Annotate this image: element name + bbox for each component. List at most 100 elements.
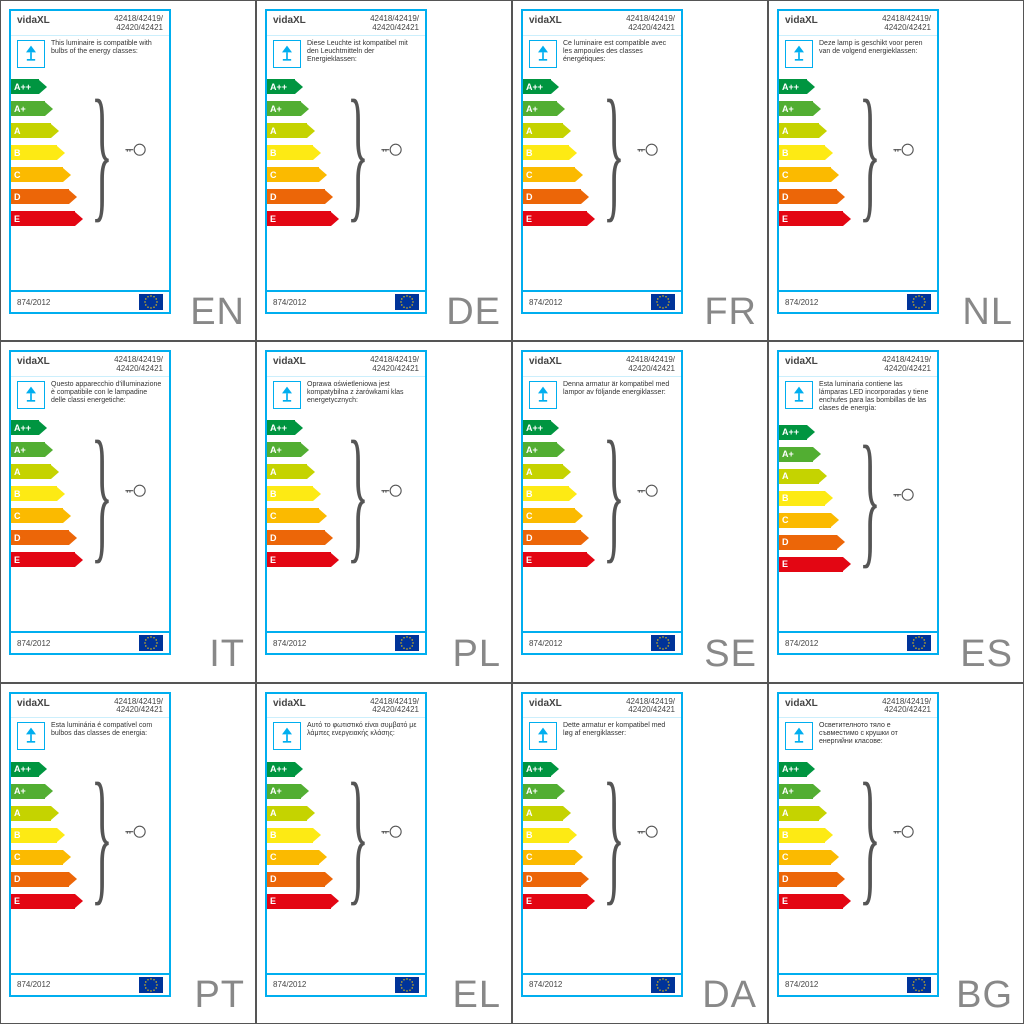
model-text: 42418/42419/42420/42421	[370, 15, 419, 33]
language-code: BG	[956, 974, 1013, 1017]
brand-text: vidaXL	[273, 356, 306, 367]
energy-label: vidaXL 42418/42419/42420/42421 Deze lamp…	[777, 9, 939, 314]
energy-scale: A++ A+ A B C	[523, 413, 681, 631]
brand-text: vidaXL	[785, 356, 818, 367]
compatibility-text: Diese Leuchte ist kompatibel mit den Leu…	[307, 40, 419, 64]
label-cell-NL: vidaXL 42418/42419/42420/42421 Deze lamp…	[768, 0, 1024, 341]
energy-arrow-E: E	[267, 211, 339, 226]
label-footer: 874/2012	[267, 290, 425, 312]
model-text: 42418/42419/42420/42421	[626, 698, 675, 716]
energy-arrow-A++: A++	[779, 79, 815, 94]
lamp-icon	[529, 381, 557, 409]
energy-arrow-D: D	[267, 189, 333, 204]
compatibility-text: Denna armatur är kompatibel med lampor a…	[563, 381, 675, 397]
label-footer: 874/2012	[523, 631, 681, 653]
energy-arrow-A++: A++	[11, 79, 47, 94]
energy-arrow-B: B	[523, 145, 577, 160]
regulation-text: 874/2012	[17, 639, 50, 648]
energy-label: vidaXL 42418/42419/42420/42421 Oprawa oś…	[265, 350, 427, 655]
energy-arrow-A+: A+	[779, 784, 821, 799]
energy-arrow-E: E	[267, 894, 339, 909]
energy-arrow-C: C	[11, 167, 71, 182]
energy-arrow-B: B	[267, 145, 321, 160]
info-row: Questo apparecchio d'illuminazione è com…	[11, 376, 169, 413]
energy-arrow-B: B	[11, 486, 65, 501]
compatibility-text: This luminaire is compatible with bulbs …	[51, 40, 163, 56]
regulation-text: 874/2012	[273, 980, 306, 989]
label-header: vidaXL 42418/42419/42420/42421	[779, 694, 937, 718]
energy-arrow-C: C	[779, 850, 839, 865]
energy-arrow-B: B	[779, 828, 833, 843]
model-text: 42418/42419/42420/42421	[626, 356, 675, 374]
energy-arrow-A+: A+	[267, 442, 309, 457]
brand-text: vidaXL	[17, 698, 50, 709]
energy-arrow-A++: A++	[267, 762, 303, 777]
energy-arrow-A: A	[267, 123, 315, 138]
lamp-icon	[529, 40, 557, 68]
regulation-text: 874/2012	[17, 298, 50, 307]
energy-arrow-A+: A+	[11, 784, 53, 799]
energy-label: vidaXL 42418/42419/42420/42421 Αυτό το φ…	[265, 692, 427, 997]
label-cell-FR: vidaXL 42418/42419/42420/42421 Ce lumina…	[512, 0, 768, 341]
energy-arrow-A+: A+	[779, 447, 821, 462]
energy-arrow-D: D	[779, 535, 845, 550]
label-cell-EN: vidaXL 42418/42419/42420/42421 This lumi…	[0, 0, 256, 341]
label-footer: 874/2012	[11, 631, 169, 653]
compatibility-text: Deze lamp is geschikt voor peren van de …	[819, 40, 931, 56]
info-row: Diese Leuchte ist kompatibel mit den Leu…	[267, 35, 425, 72]
energy-arrow-C: C	[523, 508, 583, 523]
energy-arrow-D: D	[11, 189, 77, 204]
energy-arrow-E: E	[11, 552, 83, 567]
energy-arrow-C: C	[267, 850, 327, 865]
energy-scale: A++ A+ A B C	[11, 413, 169, 631]
energy-arrow-B: B	[267, 486, 321, 501]
info-row: Esta luminária é compatível com bulbos d…	[11, 717, 169, 754]
label-cell-SE: vidaXL 42418/42419/42420/42421 Denna arm…	[512, 341, 768, 682]
label-header: vidaXL 42418/42419/42420/42421	[523, 11, 681, 35]
energy-arrow-A: A	[779, 123, 827, 138]
model-text: 42418/42419/42420/42421	[114, 698, 163, 716]
energy-arrow-B: B	[779, 145, 833, 160]
label-header: vidaXL 42418/42419/42420/42421	[11, 11, 169, 35]
label-cell-DE: vidaXL 42418/42419/42420/42421 Diese Leu…	[256, 0, 512, 341]
label-header: vidaXL 42418/42419/42420/42421	[779, 352, 937, 376]
compatibility-text: Esta luminaria contiene las lámparas LED…	[819, 381, 931, 413]
language-code: PT	[194, 974, 245, 1017]
energy-arrow-A+: A+	[523, 784, 565, 799]
energy-arrow-C: C	[267, 167, 327, 182]
energy-arrow-E: E	[11, 894, 83, 909]
energy-arrow-A++: A++	[267, 420, 303, 435]
energy-arrow-D: D	[779, 872, 845, 887]
regulation-text: 874/2012	[529, 639, 562, 648]
compatibility-text: Oprawa oświetleniowa jest kompatybilna z…	[307, 381, 419, 405]
energy-arrow-C: C	[779, 513, 839, 528]
lamp-icon	[785, 40, 813, 68]
energy-label: vidaXL 42418/42419/42420/42421 Diese Leu…	[265, 9, 427, 314]
lamp-icon	[785, 722, 813, 750]
label-cell-PT: vidaXL 42418/42419/42420/42421 Esta lumi…	[0, 683, 256, 1024]
compatibility-text: Ce luminaire est compatible avec les amp…	[563, 40, 675, 64]
model-text: 42418/42419/42420/42421	[882, 356, 931, 374]
energy-arrow-E: E	[523, 894, 595, 909]
label-footer: 874/2012	[267, 973, 425, 995]
energy-arrow-A+: A+	[523, 101, 565, 116]
energy-scale: A++ A+ A B C	[11, 72, 169, 290]
regulation-text: 874/2012	[529, 298, 562, 307]
energy-arrow-A: A	[267, 464, 315, 479]
energy-label: vidaXL 42418/42419/42420/42421 This lumi…	[9, 9, 171, 314]
energy-label: vidaXL 42418/42419/42420/42421 Esta lumi…	[9, 692, 171, 997]
energy-arrow-A+: A+	[11, 101, 53, 116]
energy-arrow-B: B	[11, 828, 65, 843]
energy-arrow-A: A	[523, 123, 571, 138]
energy-scale: A++ A+ A B C	[267, 72, 425, 290]
energy-arrow-A++: A++	[779, 425, 815, 440]
energy-arrow-D: D	[779, 189, 845, 204]
energy-arrow-C: C	[267, 508, 327, 523]
eu-flag-icon	[395, 294, 419, 310]
label-footer: 874/2012	[11, 973, 169, 995]
language-code: NL	[962, 291, 1013, 334]
info-row: Dette armatur er kompatibel med løg af e…	[523, 717, 681, 754]
info-row: This luminaire is compatible with bulbs …	[11, 35, 169, 72]
info-row: Denna armatur är kompatibel med lampor a…	[523, 376, 681, 413]
model-text: 42418/42419/42420/42421	[882, 698, 931, 716]
